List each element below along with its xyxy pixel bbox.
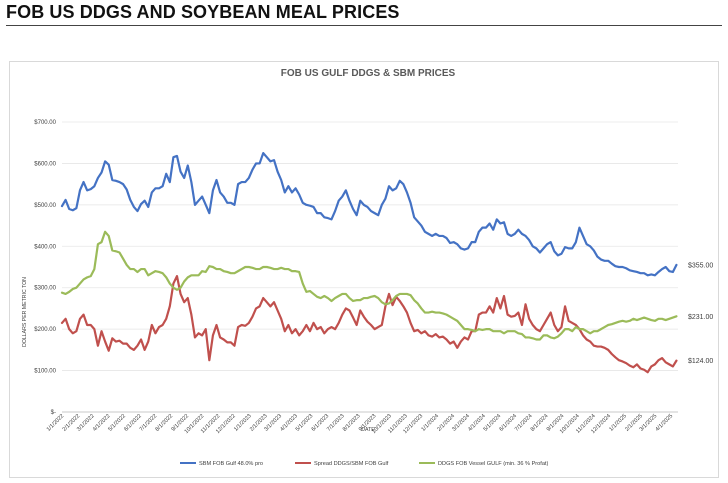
series-line-2 <box>60 230 678 341</box>
gridlines <box>62 121 678 413</box>
legend-item-label: DDGS FOB Vessel GULF (min. 36 % Profat) <box>438 461 548 467</box>
y-tick-label: $200.00 <box>34 327 56 333</box>
end-value-label: $124.00 <box>688 358 713 365</box>
x-axis-ticks: 1/1/20222/1/20223/1/20224/1/20225/1/2022… <box>46 413 674 435</box>
end-value-label: $355.00 <box>688 262 713 269</box>
chart-title: FOB US GULF DDGS & SBM PRICES <box>281 68 456 79</box>
legend-item-label: SBM FOB Gulf 48.0% pro <box>199 461 263 467</box>
legend-item-label: Spread DDGS/SBM FOB Gulf <box>314 461 389 467</box>
page-title: FOB US DDGS AND SOYBEAN MEAL PRICES <box>6 2 400 22</box>
price-chart: FOB US GULF DDGS & SBM PRICES $-$100.00$… <box>22 68 713 467</box>
end-labels: $355.00 $124.00 $231.00 <box>688 262 713 365</box>
y-tick-label: $300.00 <box>34 286 56 292</box>
end-value-label: $231.00 <box>688 314 713 321</box>
series-lines <box>60 151 678 374</box>
series-line-1 <box>60 275 678 374</box>
y-tick-label: $700.00 <box>34 120 56 126</box>
y-tick-label: $600.00 <box>34 161 56 167</box>
y-axis-ticks: $- $100.00 $200.00 $300.00 $400.00 $500.00 $60… <box>34 120 56 416</box>
chart-frame: FOB US GULF DDGS & SBM PRICES $- $100.00 $… <box>9 61 719 478</box>
series-line-0 <box>60 151 678 277</box>
x-axis-label: DATE <box>361 427 375 433</box>
x-tick-label: 4/1/2025 <box>655 413 675 433</box>
y-axis-label: DOLLARS PER METRIC TON <box>22 277 28 347</box>
y-tick-label: $- <box>51 410 56 416</box>
legend: SBM FOB Gulf 48.0% pro Spread DDGS/SBM FO… <box>180 461 548 467</box>
y-tick-label: $500.00 <box>34 203 56 209</box>
title-divider <box>6 25 722 26</box>
y-tick-label: $400.00 <box>34 244 56 250</box>
y-tick-label: $100.00 <box>34 369 56 375</box>
